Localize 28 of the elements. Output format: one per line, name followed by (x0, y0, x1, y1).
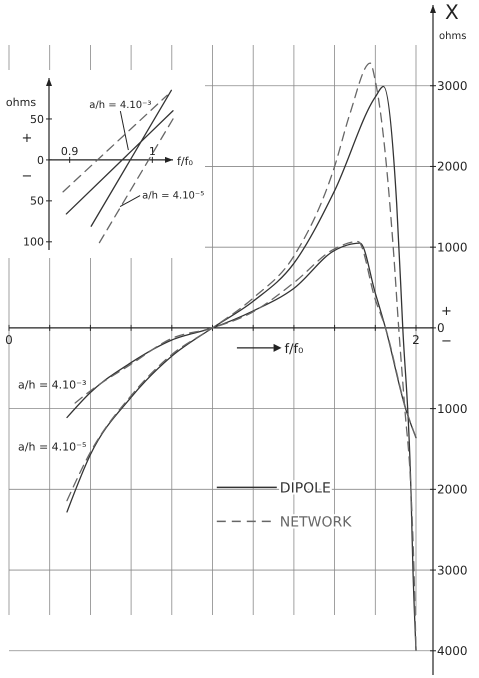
y-axis-title: X (445, 0, 459, 24)
y-tick-label: 0 (437, 321, 445, 336)
x-tick-label: 0.9 (60, 144, 78, 158)
x-tick-label: 2 (412, 332, 420, 347)
y-tick-label: 1000 (437, 402, 468, 416)
annotation: a/h = 4.10⁻⁵ (18, 440, 86, 454)
y-tick-label: 0 (37, 154, 44, 167)
annotation: a/h = 4.10⁻⁵ (142, 190, 204, 202)
annotation: a/h = 4.10⁻³ (18, 378, 86, 392)
annotation: a/h = 4.10⁻³ (89, 100, 152, 112)
annotation: + (22, 130, 32, 146)
text: − (441, 334, 452, 349)
y-tick-label: 3000 (437, 563, 468, 578)
y-tick-label: 1000 (437, 240, 468, 254)
y-tick-label: 2000 (437, 160, 468, 174)
y-tick-label: 3000 (437, 78, 468, 93)
annotation: − (22, 168, 32, 184)
x-axis-title: f/f₀ (177, 154, 194, 168)
x-tick-label: 1 (148, 144, 156, 158)
y-tick-label: 4000 (437, 644, 468, 658)
text: ohms (439, 31, 466, 42)
y-tick-label: 2000 (437, 482, 468, 497)
y-axis-title: ohms (6, 96, 36, 109)
x-axis-title: f/f₀ (284, 342, 304, 357)
y-tick-label: 50 (30, 112, 44, 126)
text: + (441, 304, 452, 319)
y-tick-label: 50 (30, 194, 44, 208)
y-tick-label: 100 (23, 236, 44, 249)
